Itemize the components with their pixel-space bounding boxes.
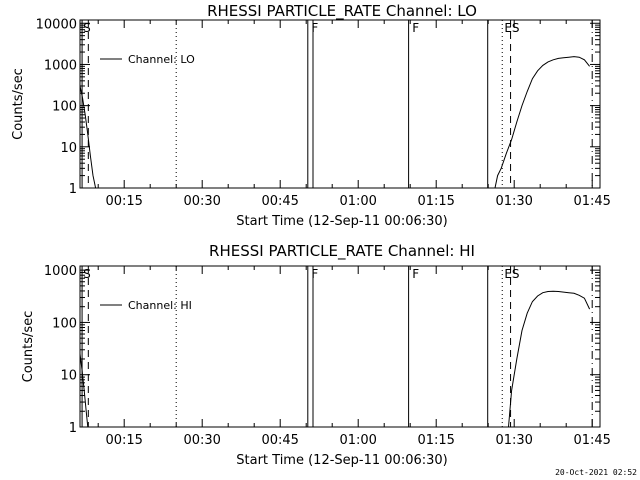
y-tick-label: 100 xyxy=(52,316,77,331)
x-axis-label: Start Time (12-Sep-11 00:06:30) xyxy=(236,214,447,229)
chart-title: RHESSI PARTICLE_RATE Channel: HI xyxy=(209,242,475,261)
flag-label: S xyxy=(83,21,91,35)
legend-label: Channel: HI xyxy=(128,299,192,312)
hi-channel-panel: RHESSI PARTICLE_RATE Channel: HI Start Ti… xyxy=(21,242,611,468)
timestamp-footer: 20-Oct-2021 02:52 xyxy=(555,468,637,477)
plot-area xyxy=(80,266,593,427)
y-tick-label: 10000 xyxy=(36,17,77,32)
x-tick-label: 01:45 xyxy=(573,194,610,209)
x-tick-label: 00:15 xyxy=(105,194,142,209)
x-tick-label: 01:15 xyxy=(417,433,454,448)
flag-label: ES xyxy=(504,21,519,35)
legend-label: Channel: LO xyxy=(128,53,195,66)
y-axis-label: Counts/sec xyxy=(11,68,26,140)
x-tick-label: 01:00 xyxy=(339,194,376,209)
x-tick-label: 01:30 xyxy=(495,194,532,209)
series-line xyxy=(307,20,314,188)
y-axis-label: Counts/sec xyxy=(21,311,36,383)
flag-label: ES xyxy=(504,267,519,281)
x-tick-label: 00:45 xyxy=(261,433,298,448)
flag-label: S xyxy=(83,267,91,281)
x-tick-label: 00:30 xyxy=(183,433,220,448)
plot-area xyxy=(80,20,593,188)
flag-label: F xyxy=(311,21,318,35)
x-tick-label: 01:00 xyxy=(339,433,376,448)
series-line xyxy=(508,290,591,427)
series-line xyxy=(80,85,101,188)
series-line xyxy=(494,56,590,188)
x-tick-label: 00:30 xyxy=(183,194,220,209)
y-tick-label: 10 xyxy=(60,369,77,384)
chart-title: RHESSI PARTICLE_RATE Channel: LO xyxy=(207,2,477,21)
y-tick-label: 10 xyxy=(60,141,77,156)
flag-label: F xyxy=(412,267,419,281)
flag-label: F xyxy=(311,267,318,281)
x-tick-label: 00:15 xyxy=(105,433,142,448)
y-tick-label: 1000 xyxy=(44,264,77,279)
x-tick-label: 01:15 xyxy=(417,194,454,209)
series-line xyxy=(307,266,314,427)
flag-label: F xyxy=(412,21,419,35)
y-tick-label: 1000 xyxy=(44,58,77,73)
y-tick-label: 1 xyxy=(69,182,77,197)
x-tick-label: 01:45 xyxy=(573,433,610,448)
x-axis-label: Start Time (12-Sep-11 00:06:30) xyxy=(236,453,447,468)
y-tick-label: 100 xyxy=(52,100,77,115)
axes-frame xyxy=(79,19,601,189)
x-tick-label: 01:30 xyxy=(495,433,532,448)
lo-channel-panel: RHESSI PARTICLE_RATE Channel: LO Start Ti… xyxy=(11,2,611,229)
x-tick-label: 00:45 xyxy=(261,194,298,209)
axes-frame xyxy=(79,265,601,428)
y-tick-label: 1 xyxy=(69,421,77,436)
